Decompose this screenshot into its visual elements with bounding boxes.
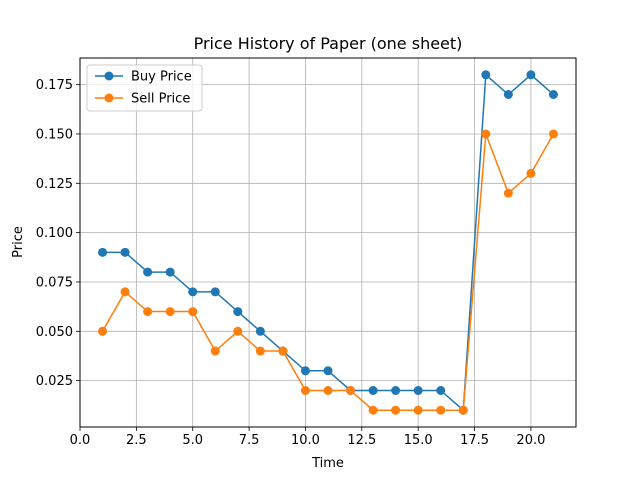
data-point-sell-price <box>98 326 108 336</box>
plot-frame <box>79 57 577 428</box>
data-point-buy-price <box>210 287 220 297</box>
data-point-buy-price <box>503 90 513 100</box>
x-tick-label: 17.5 <box>460 433 489 448</box>
data-point-buy-price <box>188 287 198 297</box>
series-sell-price <box>98 129 558 415</box>
y-axis-label: Price <box>11 226 26 258</box>
data-point-buy-price <box>323 366 333 376</box>
y-tick-label: 0.175 <box>36 78 73 93</box>
data-point-sell-price <box>458 405 468 415</box>
x-tick-label: 10.0 <box>291 433 320 448</box>
y-tick-label: 0.125 <box>36 177 73 192</box>
data-point-sell-price <box>413 405 423 415</box>
y-tick-label: 0.150 <box>36 127 73 142</box>
data-point-sell-price <box>210 346 220 356</box>
data-point-sell-price <box>233 326 243 336</box>
data-point-buy-price <box>98 247 108 257</box>
y-axis-ticks: 0.025 0.050 0.075 0.100 0.125 0.150 0.175 <box>36 78 80 389</box>
legend-label-sell-price: Sell Price <box>131 92 190 107</box>
legend-label-buy-price: Buy Price <box>131 70 192 85</box>
series-layer <box>98 70 558 415</box>
data-point-buy-price <box>548 90 558 100</box>
data-point-sell-price <box>503 188 513 198</box>
x-tick-label: 15.0 <box>404 433 433 448</box>
data-point-sell-price <box>436 405 446 415</box>
x-tick-label: 7.5 <box>239 433 260 448</box>
legend-marker-sell-price <box>104 93 114 103</box>
chart-title: Price History of Paper (one sheet) <box>194 34 463 53</box>
x-tick-label: 5.0 <box>182 433 203 448</box>
data-point-buy-price <box>165 267 175 277</box>
x-tick-label: 2.5 <box>126 433 147 448</box>
data-point-buy-price <box>233 307 243 317</box>
x-tick-label: 12.5 <box>347 433 376 448</box>
y-tick-label: 0.050 <box>36 325 73 340</box>
data-point-buy-price <box>413 385 423 395</box>
y-tick-label: 0.075 <box>36 275 73 290</box>
data-point-buy-price <box>300 366 310 376</box>
data-point-sell-price <box>120 287 130 297</box>
grid <box>79 58 576 427</box>
data-point-sell-price <box>323 385 333 395</box>
y-tick-label: 0.025 <box>36 374 73 389</box>
data-point-sell-price <box>526 168 536 178</box>
data-point-sell-price <box>300 385 310 395</box>
legend: Buy Price Sell Price <box>86 64 203 112</box>
y-tick-label: 0.100 <box>36 226 73 241</box>
x-tick-label: 20.0 <box>516 433 545 448</box>
data-point-sell-price <box>278 346 288 356</box>
data-point-buy-price <box>120 247 130 257</box>
data-point-buy-price <box>143 267 153 277</box>
data-point-buy-price <box>526 70 536 80</box>
data-point-buy-price <box>255 326 265 336</box>
data-point-sell-price <box>165 307 175 317</box>
data-point-sell-price <box>391 405 401 415</box>
x-axis-label: Time <box>311 456 344 471</box>
data-point-buy-price <box>436 385 446 395</box>
x-axis-ticks: 0.0 2.5 5.0 7.5 10.0 12.5 15.0 17.5 20.0 <box>70 427 545 448</box>
data-point-sell-price <box>255 346 265 356</box>
data-point-sell-price <box>188 307 198 317</box>
data-point-sell-price <box>368 405 378 415</box>
data-point-buy-price <box>391 385 401 395</box>
data-point-sell-price <box>548 129 558 139</box>
data-point-buy-price <box>368 385 378 395</box>
data-point-buy-price <box>481 70 491 80</box>
data-point-sell-price <box>481 129 491 139</box>
legend-marker-buy-price <box>104 71 114 81</box>
data-point-sell-price <box>143 307 153 317</box>
data-point-sell-price <box>346 385 356 395</box>
x-tick-label: 0.0 <box>70 433 91 448</box>
